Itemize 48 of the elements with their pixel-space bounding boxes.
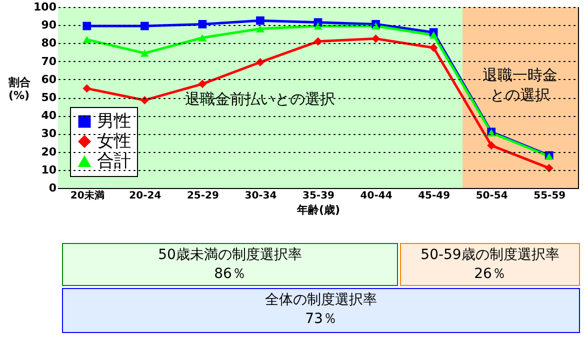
x-tick-label: 55-59 [534, 190, 566, 202]
point [198, 20, 207, 28]
y-tick-label: 20 [41, 145, 57, 158]
text-box: 全体の制度選択率 73％ [62, 288, 580, 333]
point [256, 16, 264, 25]
legend-label: 女性 [97, 132, 131, 152]
text-box: 50-59歳の制度選択率 26％ [400, 243, 580, 286]
point [82, 84, 92, 93]
x-tick-label: 20-24 [129, 190, 162, 202]
legend-label: 合計 [97, 152, 131, 172]
point [198, 80, 207, 88]
point [198, 34, 207, 42]
point [256, 25, 264, 32]
y-tick-label: 40 [41, 109, 57, 122]
x-tick-label: 20未満 [70, 190, 104, 202]
y-tick-label: 60 [41, 72, 57, 86]
point [82, 22, 92, 30]
y-tick-label: 30 [41, 127, 57, 140]
y-tick-label: 100 [34, 0, 57, 14]
point [372, 34, 380, 43]
point [140, 50, 149, 57]
y-tick-label: 90 [41, 18, 57, 32]
y-tick-label: 50 [41, 91, 57, 104]
y-axis-title: 割合(%) [8, 76, 32, 102]
point [140, 22, 149, 30]
x-axis-title: 年齢(歳) [296, 204, 340, 216]
text-box: 50歳未満の制度選択率 86％ [62, 243, 398, 286]
point [544, 164, 554, 172]
point [140, 96, 149, 104]
point [487, 141, 496, 150]
x-tick-label: 40-44 [360, 190, 392, 202]
x-tick-label: 50-54 [476, 190, 508, 202]
point [314, 22, 322, 30]
band-label: 退職一時金との選択 [482, 66, 558, 104]
point [256, 58, 264, 66]
point [314, 37, 322, 46]
x-tick-label: 45-49 [418, 190, 450, 202]
y-tick-label: 10 [41, 163, 57, 176]
y-tick-label: 80 [41, 36, 57, 50]
y-tick-label: 0 [48, 182, 57, 194]
point [429, 44, 438, 52]
y-tick-label: 70 [41, 54, 57, 68]
point [429, 31, 438, 39]
band-label: 退職金前払いとの選択 [185, 90, 336, 108]
point [82, 36, 92, 44]
x-tick-label: 35-39 [302, 190, 335, 202]
x-tick-label: 25-29 [186, 190, 219, 202]
x-tick-label: 30-34 [244, 190, 277, 202]
